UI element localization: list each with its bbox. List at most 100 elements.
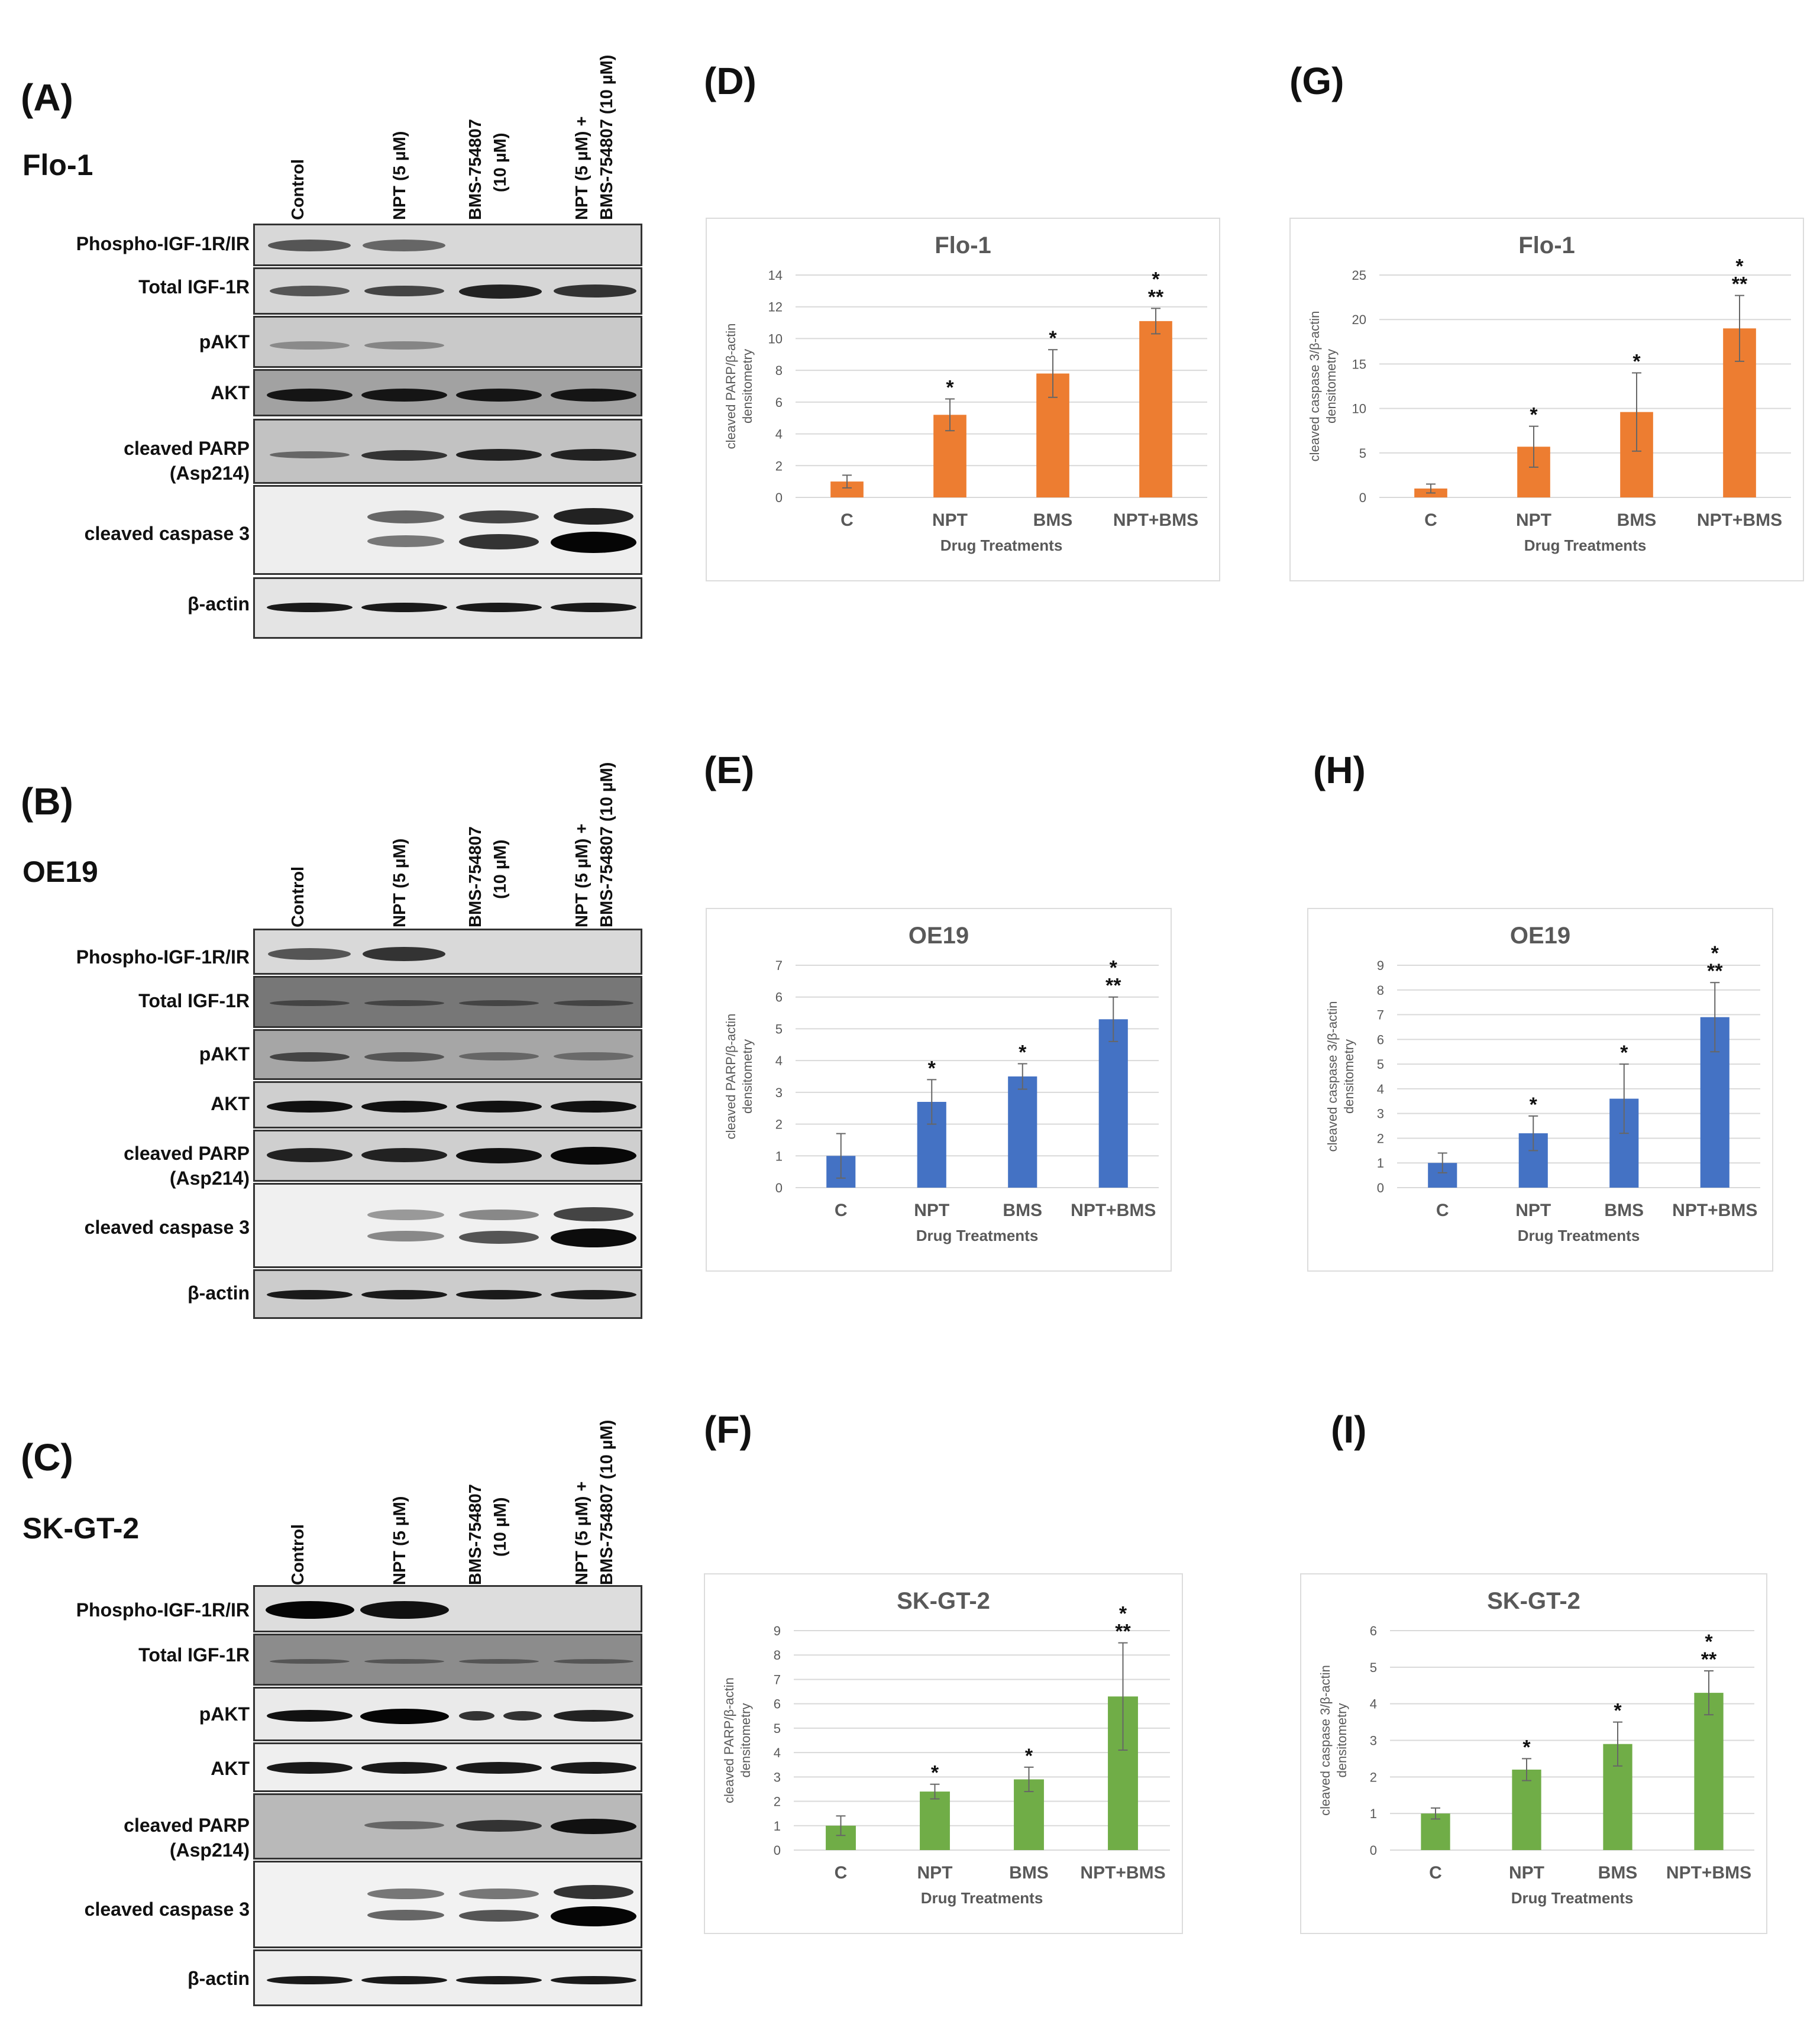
- bar: [1512, 1769, 1541, 1850]
- chart-h: OE19 0 1 2 3 4 5 6 7 8 9 cleaved caspase 3/β-actin d…: [1307, 908, 1773, 1272]
- y-tick-label: 1: [1377, 1156, 1384, 1170]
- blot-band: [361, 1101, 447, 1113]
- panel-letter-g: (G): [1289, 60, 1344, 102]
- blot-band: [267, 1710, 353, 1722]
- blot-band: [361, 603, 447, 612]
- blot-strip: [253, 419, 642, 484]
- blot-band: [459, 1052, 539, 1060]
- blot-band: [267, 1290, 353, 1299]
- x-tick-label: BMS: [1033, 510, 1073, 530]
- blot-band: [456, 389, 542, 402]
- blot-row-label: Phospho-IGF-1R/IR: [76, 1599, 250, 1621]
- chart-h-svg: OE19 0 1 2 3 4 5 6 7 8 9 cleaved caspase 3/β-actin d…: [1325, 923, 1760, 1244]
- blot-row-label: AKT: [211, 1093, 250, 1114]
- x-tick-label: BMS: [1617, 510, 1657, 530]
- blot-row-label: Total IGF-1R: [138, 1644, 250, 1666]
- y-tick-label: 15: [1352, 357, 1366, 371]
- blot-row-label: (Asp214): [169, 463, 250, 484]
- x-tick-label: C: [841, 510, 854, 530]
- blot-band: [554, 1052, 633, 1060]
- panel-letter-h: (H): [1313, 749, 1366, 791]
- blot-band: [367, 1910, 444, 1920]
- y-tick-label: 2: [775, 1117, 783, 1132]
- blot-band: [459, 1711, 494, 1721]
- blot-strip: [253, 1183, 642, 1268]
- y-tick-label: 5: [775, 1021, 783, 1036]
- x-axis-label: Drug Treatments: [921, 1889, 1043, 1907]
- blot-row-label: cleaved caspase 3: [84, 523, 250, 544]
- blot-band: [554, 508, 633, 525]
- lane-label: (10 µM): [491, 839, 510, 900]
- bar: [920, 1792, 950, 1850]
- lane-label: NPT (5 µM): [390, 131, 409, 220]
- x-tick-label: NPT: [1515, 1201, 1551, 1220]
- lane-label: BMS-754807 (10 µM): [597, 762, 616, 927]
- y-tick-label: 2: [1370, 1770, 1377, 1784]
- blot-strip: [253, 577, 642, 639]
- blot-row-label: AKT: [211, 1758, 250, 1779]
- y-tick-label: 6: [775, 395, 783, 410]
- blot-band: [268, 948, 351, 960]
- blot-strip: [253, 1742, 642, 1792]
- blot-row-label: β-actin: [188, 593, 250, 615]
- lane-label: Control: [289, 159, 308, 220]
- blot-strip: [253, 1634, 642, 1686]
- y-tick-label: 0: [1359, 490, 1366, 505]
- blot-band: [361, 1976, 447, 1984]
- blot-band: [459, 1889, 539, 1899]
- x-tick-label: NPT+BMS: [1080, 1863, 1165, 1883]
- x-tick-label: NPT: [914, 1201, 949, 1220]
- blot-band: [270, 286, 350, 296]
- panel-letter-c: (C): [21, 1436, 73, 1479]
- blot-band: [554, 1000, 633, 1006]
- lane-label: (10 µM): [491, 132, 510, 193]
- blot-band: [456, 1101, 542, 1113]
- blot-strip: [253, 224, 642, 266]
- blot-band: [266, 1601, 354, 1619]
- blot-band: [456, 1290, 542, 1299]
- y-axis-label: densitometry: [740, 349, 755, 423]
- lane-label: NPT (5 µM) +: [573, 823, 591, 927]
- significance-marker: *: [1119, 1603, 1127, 1625]
- panel-letter-e: (E): [704, 749, 755, 791]
- blot-band: [503, 1711, 542, 1721]
- x-axis-label: Drug Treatments: [940, 536, 1063, 554]
- x-tick-label: C: [1436, 1201, 1449, 1220]
- lane-label: NPT (5 µM) +: [573, 116, 591, 220]
- y-tick-label: 8: [774, 1648, 781, 1663]
- significance-marker: *: [1530, 1094, 1538, 1116]
- x-tick-label: NPT: [932, 510, 968, 530]
- y-tick-label: 1: [1370, 1806, 1377, 1821]
- blot-strip: [253, 1029, 642, 1080]
- blot-band: [267, 389, 353, 402]
- significance-marker: *: [1019, 1042, 1027, 1064]
- x-axis-label: Drug Treatments: [1524, 536, 1647, 554]
- significance-marker: *: [1530, 404, 1538, 426]
- blot-band: [363, 240, 445, 251]
- blot-strip: [253, 1269, 642, 1319]
- blot-row-label: pAKT: [199, 1043, 250, 1065]
- y-axis-label: cleaved caspase 3/β-actin: [1318, 1665, 1333, 1816]
- panel-letter-f: (F): [704, 1408, 752, 1451]
- chart-title: OE19: [1510, 923, 1570, 949]
- blot-band: [459, 1910, 539, 1922]
- y-tick-label: 4: [775, 1053, 783, 1068]
- y-tick-label: 4: [775, 427, 783, 442]
- chart-d: Flo-1 0 2 4 6 8 10 12 14 cleaved PARP/β-actin dens…: [706, 218, 1220, 581]
- significance-marker: *: [1152, 268, 1160, 290]
- blot-band: [360, 1709, 449, 1724]
- x-axis-label: Drug Treatments: [1518, 1227, 1640, 1244]
- y-tick-label: 7: [774, 1672, 781, 1687]
- lane-label: Control: [289, 866, 308, 927]
- chart-title: OE19: [909, 923, 969, 949]
- blot-band: [459, 1000, 539, 1006]
- chart-e: OE19 0 1 2 3 4 5 6 7 cleaved PARP/β-actin densitom…: [706, 908, 1172, 1272]
- blot-band: [554, 1659, 633, 1664]
- lane-label: (10 µM): [491, 1497, 510, 1557]
- blot-band: [363, 947, 445, 961]
- x-tick-label: BMS: [1598, 1863, 1638, 1883]
- x-tick-label: BMS: [1003, 1201, 1042, 1220]
- significance-marker: *: [946, 376, 954, 399]
- significance-marker: *: [1620, 1042, 1628, 1064]
- blot-band: [456, 603, 542, 612]
